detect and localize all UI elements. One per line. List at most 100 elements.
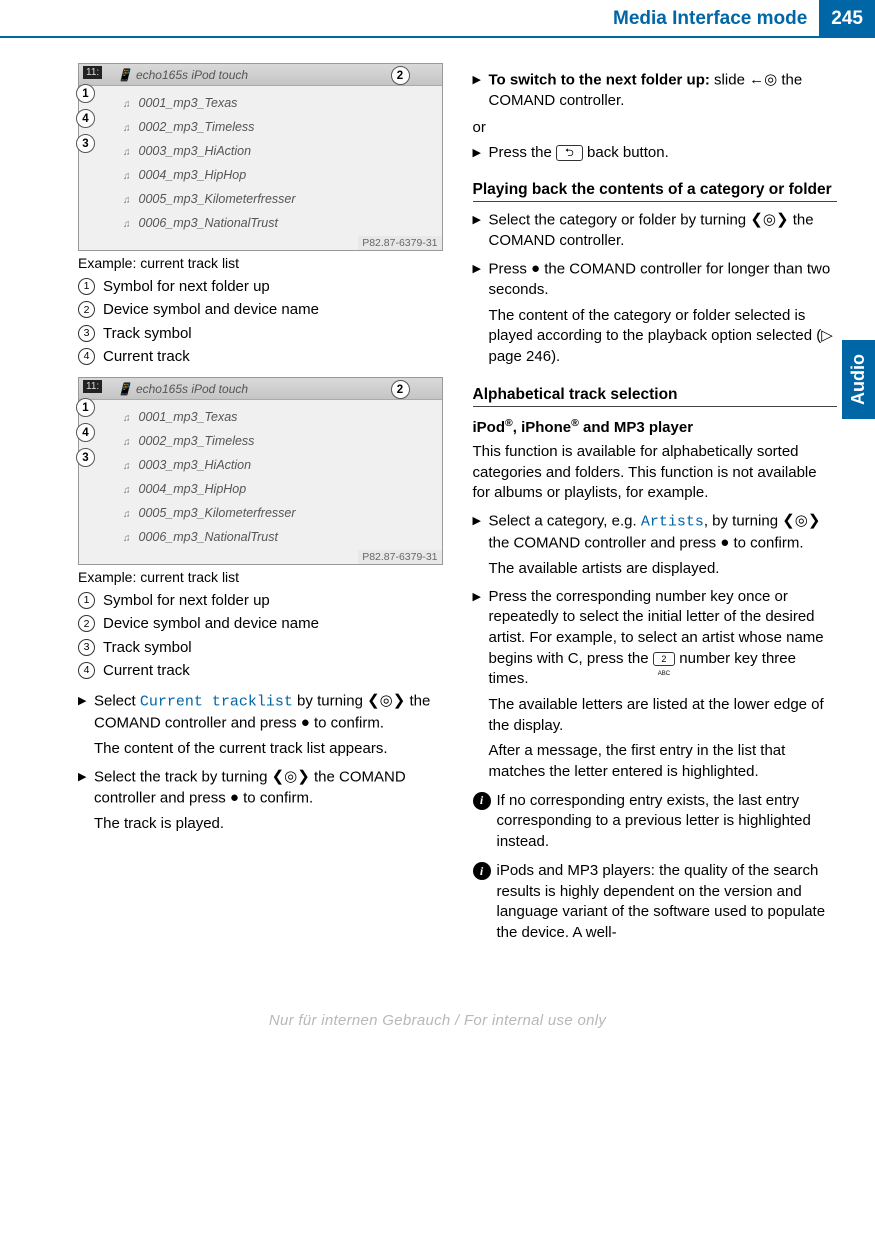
- info-note: i iPods and MP3 players: the quality of …: [473, 861, 838, 944]
- footer-watermark: Nur für internen Gebrauch / For internal…: [0, 1012, 875, 1049]
- legend-marker: 4: [78, 662, 95, 679]
- step-text: Select the category or folder by turning: [489, 212, 751, 229]
- step-arrow-icon: ▶: [78, 691, 94, 760]
- step-result: After a message, the first entry in the …: [489, 741, 838, 782]
- legend-text: Symbol for next folder up: [103, 277, 270, 297]
- step-result: The available letters are listed at the …: [489, 695, 838, 736]
- step-result: The content of the current track list ap…: [94, 739, 443, 760]
- page-number: 245: [819, 0, 875, 36]
- legend-text: Device symbol and device name: [103, 614, 319, 634]
- instruction-step: ▶ Select Current tracklist by turning ❮◎…: [78, 691, 443, 760]
- tracklist-screenshot-1: 11: 📱echo165s iPod touch 0001_mp3_Texas …: [78, 63, 443, 251]
- figure-legend: 1 Symbol for next folder up 2 Device symbo…: [78, 277, 443, 367]
- figure-caption: Example: current track list: [78, 569, 443, 585]
- legend-text: Current track: [103, 347, 190, 367]
- track-row: 0002_mp3_Timeless: [123, 116, 442, 140]
- instruction-step: ▶ Select a category, e.g. Artists, by tu…: [473, 511, 838, 580]
- subsection-heading: iPod®, iPhone® and MP3 player: [473, 417, 838, 436]
- turn-controller-icon: ❮◎❯: [782, 511, 820, 532]
- step-text: Press: [489, 260, 532, 277]
- legend-marker: 2: [78, 615, 95, 632]
- legend-text: Track symbol: [103, 324, 192, 344]
- press-controller-icon: ●: [531, 259, 540, 280]
- track-row: 0002_mp3_Timeless: [123, 430, 442, 454]
- step-arrow-icon: ▶: [473, 511, 489, 580]
- step-result: page 246).: [489, 348, 561, 365]
- step-text: to con­firm.: [239, 789, 313, 806]
- step-result: The content of the category or folder se…: [489, 307, 822, 345]
- track-row: 0001_mp3_Texas: [123, 406, 442, 430]
- image-code: P82.87-6379-31: [358, 236, 441, 250]
- callout-3: 3: [76, 134, 95, 153]
- step-text: to confirm.: [729, 534, 803, 551]
- step-strong: To switch to the next folder up:: [489, 71, 710, 88]
- step-arrow-icon: ▶: [473, 210, 489, 252]
- track-row: 0006_mp3_NationalTrust: [123, 212, 442, 236]
- ui-term: Current tracklist: [140, 693, 293, 710]
- step-arrow-icon: ▶: [473, 143, 489, 164]
- track-row: 0006_mp3_NationalTrust: [123, 526, 442, 550]
- callout-4: 4: [76, 109, 95, 128]
- instruction-step: ▶ Select the track by turning ❮◎❯ the CO…: [78, 767, 443, 835]
- track-row: 0001_mp3_Texas: [123, 92, 442, 116]
- callout-4: 4: [76, 423, 95, 442]
- legend-text: Track symbol: [103, 638, 192, 658]
- right-column: ▶ To switch to the next folder up: slide…: [473, 63, 838, 952]
- press-controller-icon: ●: [301, 713, 310, 734]
- legend-marker: 1: [78, 592, 95, 609]
- legend-marker: 4: [78, 348, 95, 365]
- instruction-step: ▶ Press the ⮌ back button.: [473, 143, 838, 164]
- page-ref-icon: ▷: [821, 327, 833, 344]
- left-column: 11: 📱echo165s iPod touch 0001_mp3_Texas …: [78, 63, 443, 952]
- step-result: The track is played.: [94, 814, 443, 835]
- keypad-2-button-icon: 2ABC: [653, 652, 675, 666]
- turn-controller-icon: ❮◎❯: [272, 767, 310, 788]
- step-text: Select a category, e.g.: [489, 512, 641, 529]
- step-text: Press the: [489, 144, 557, 161]
- step-text: slide: [710, 71, 749, 88]
- step-text: Select: [94, 692, 140, 709]
- device-name: echo165s iPod touch: [136, 382, 248, 396]
- callout-1: 1: [76, 398, 95, 417]
- step-text: to confirm.: [310, 714, 384, 731]
- page-header: Media Interface mode 245: [0, 0, 875, 38]
- info-icon: i: [473, 792, 491, 810]
- track-row: 0005_mp3_Kilometerfresser: [123, 188, 442, 212]
- step-text: Select the track by turning: [94, 768, 272, 785]
- step-text: by turning: [293, 692, 367, 709]
- turn-controller-icon: ❮◎❯: [367, 691, 405, 712]
- track-row: 0005_mp3_Kilometerfresser: [123, 502, 442, 526]
- section-tab-audio: Audio: [842, 340, 875, 419]
- step-arrow-icon: ▶: [78, 767, 94, 835]
- instruction-step: ▶ Press the corresponding number key onc…: [473, 587, 838, 783]
- device-name: echo165s iPod touch: [136, 68, 248, 82]
- info-text: If no corresponding entry exists, the la…: [497, 791, 838, 853]
- track-row: 0004_mp3_HipHop: [123, 478, 442, 502]
- step-result: The available artists are displayed.: [489, 559, 838, 580]
- clock-label: 11:: [83, 66, 102, 79]
- step-text: back button.: [583, 144, 669, 161]
- legend-text: Device symbol and device name: [103, 300, 319, 320]
- slide-left-icon: ←◎: [749, 70, 777, 91]
- legend-marker: 2: [78, 301, 95, 318]
- track-row: 0004_mp3_HipHop: [123, 164, 442, 188]
- instruction-step: ▶ Press ● the COMAND controller for long…: [473, 259, 838, 368]
- info-note: i If no corresponding entry exists, the …: [473, 791, 838, 853]
- section-heading: Playing back the contents of a category …: [473, 181, 838, 202]
- step-arrow-icon: ▶: [473, 587, 489, 783]
- callout-2: 2: [391, 380, 410, 399]
- header-title: Media Interface mode: [613, 0, 819, 36]
- image-code: P82.87-6379-31: [358, 550, 441, 564]
- back-button-icon: ⮌: [556, 145, 583, 161]
- callout-2: 2: [391, 66, 410, 85]
- tracklist-screenshot-2: 11: 📱echo165s iPod touch 0001_mp3_Texas …: [78, 377, 443, 565]
- legend-marker: 3: [78, 325, 95, 342]
- legend-marker: 3: [78, 639, 95, 656]
- turn-controller-icon: ❮◎❯: [750, 210, 788, 231]
- legend-marker: 1: [78, 278, 95, 295]
- step-arrow-icon: ▶: [473, 70, 489, 112]
- legend-text: Symbol for next folder up: [103, 591, 270, 611]
- step-arrow-icon: ▶: [473, 259, 489, 368]
- step-text: , by turning: [704, 512, 782, 529]
- instruction-step: ▶ Select the category or folder by turni…: [473, 210, 838, 252]
